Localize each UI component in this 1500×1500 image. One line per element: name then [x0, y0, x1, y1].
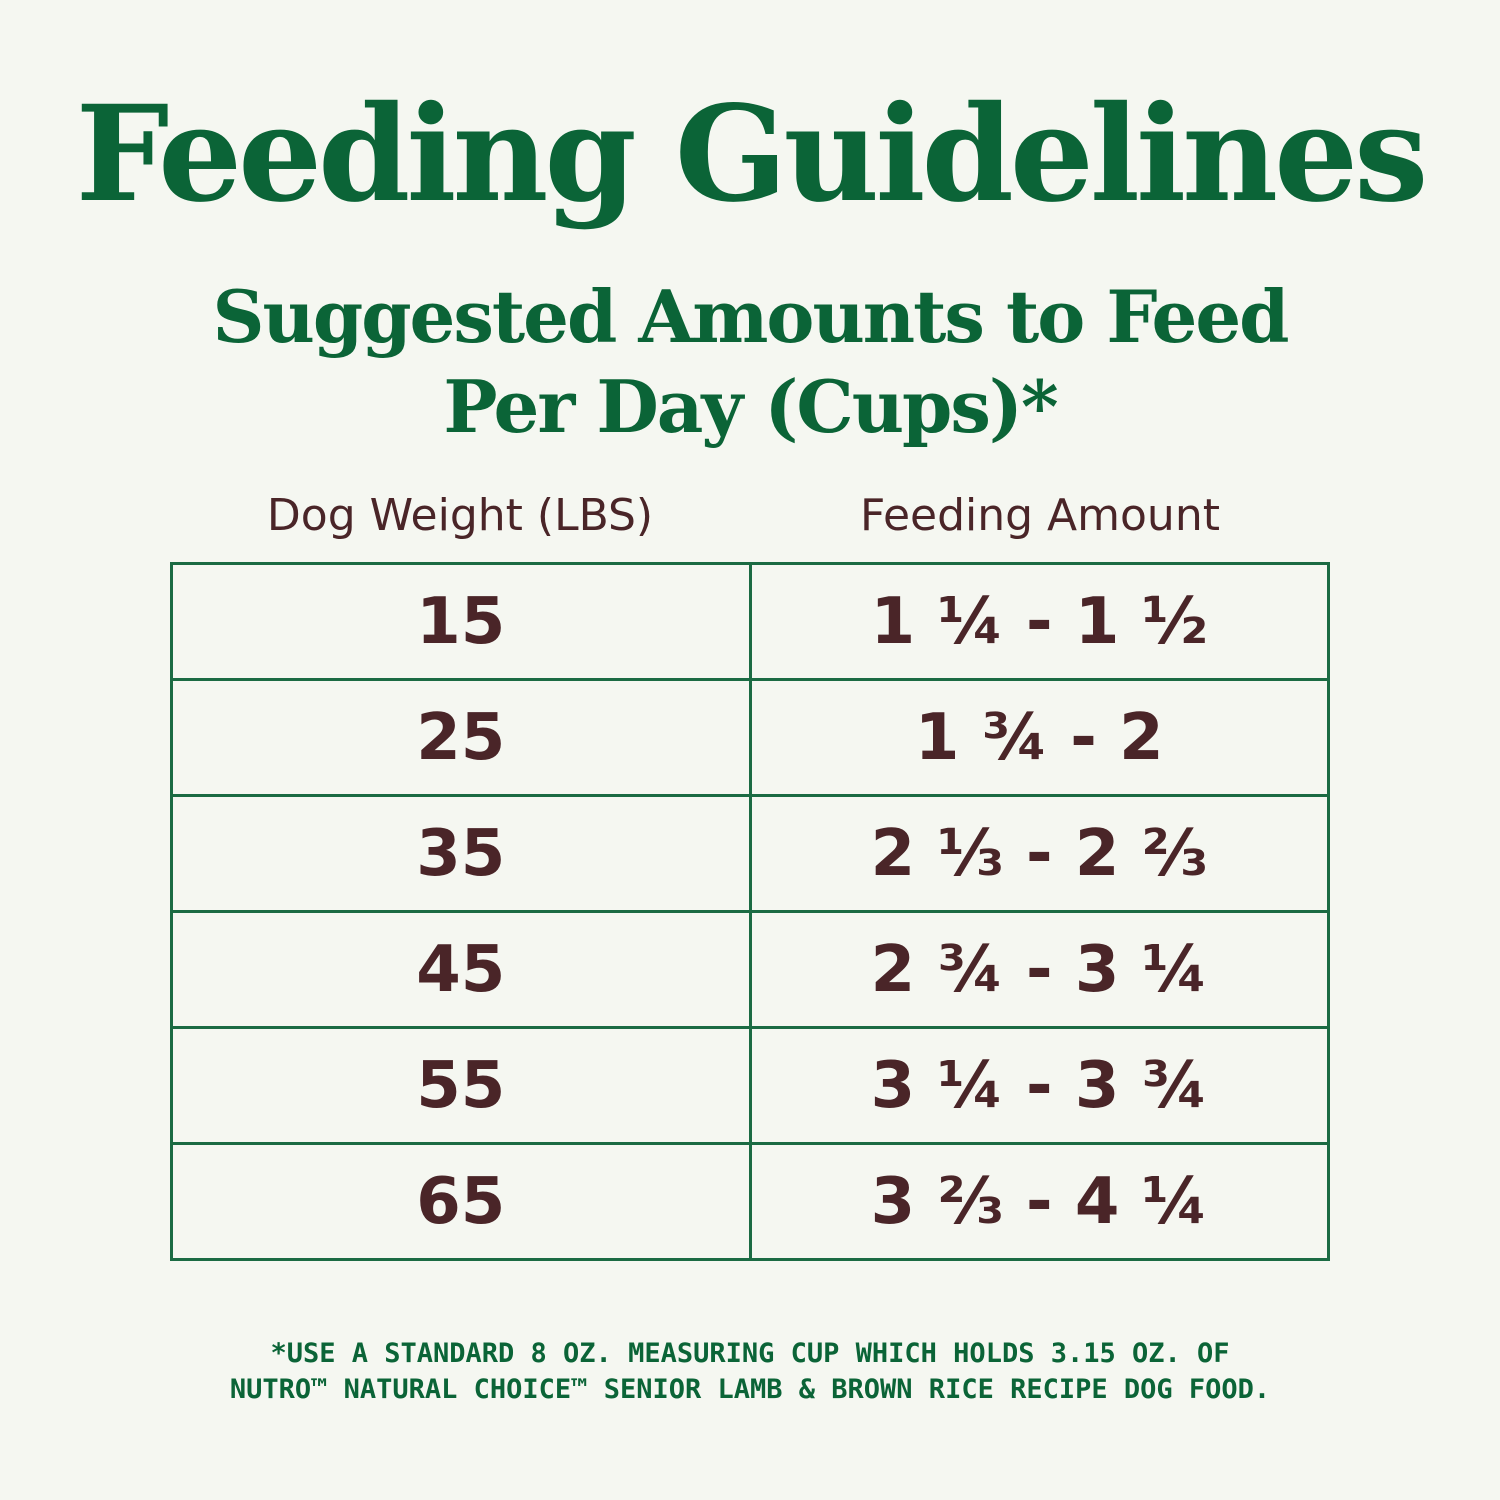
- subtitle: Suggested Amounts to Feed Per Day (Cups)…: [0, 272, 1500, 452]
- weight-cell: 65: [170, 1142, 752, 1261]
- page-title: Feeding Guidelines: [75, 77, 1429, 232]
- feeding-table: 15 1 ¼ - 1 ½ 25 1 ¾ - 2 35 2 ⅓ - 2 ⅔ 45 2 ¾ …: [170, 562, 1330, 1261]
- table-row: 45 2 ¾ - 3 ¼: [170, 910, 1330, 1029]
- amount-cell: 2 ¾ - 3 ¼: [748, 910, 1330, 1029]
- amount-cell: 2 ⅓ - 2 ⅔: [748, 794, 1330, 913]
- table-row: 15 1 ¼ - 1 ½: [170, 562, 1330, 681]
- table-row: 55 3 ¼ - 3 ¾: [170, 1026, 1330, 1145]
- table-row: 35 2 ⅓ - 2 ⅔: [170, 794, 1330, 913]
- subtitle-line-2: Per Day (Cups)*: [443, 364, 1058, 449]
- amount-cell: 3 ⅔ - 4 ¼: [748, 1142, 1330, 1261]
- amount-cell: 1 ¼ - 1 ½: [748, 562, 1330, 681]
- subtitle-line-1: Suggested Amounts to Feed: [212, 274, 1290, 359]
- column-header-amount: Feeding Amount: [860, 490, 1220, 541]
- amount-cell: 1 ¾ - 2: [748, 678, 1330, 797]
- table-row: 65 3 ⅔ - 4 ¼: [170, 1142, 1330, 1261]
- weight-cell: 55: [170, 1026, 752, 1145]
- footnote: *USE A STANDARD 8 OZ. MEASURING CUP WHIC…: [0, 1336, 1500, 1408]
- table-row: 25 1 ¾ - 2: [170, 678, 1330, 797]
- weight-cell: 45: [170, 910, 752, 1029]
- weight-cell: 35: [170, 794, 752, 913]
- column-header-weight: Dog Weight (LBS): [266, 490, 654, 541]
- weight-cell: 25: [170, 678, 752, 797]
- weight-cell: 15: [170, 562, 752, 681]
- footnote-line-2: NUTRO™ NATURAL CHOICE™ SENIOR LAMB & BRO…: [229, 1374, 1271, 1405]
- amount-cell: 3 ¼ - 3 ¾: [748, 1026, 1330, 1145]
- footnote-line-1: *USE A STANDARD 8 OZ. MEASURING CUP WHIC…: [270, 1338, 1230, 1369]
